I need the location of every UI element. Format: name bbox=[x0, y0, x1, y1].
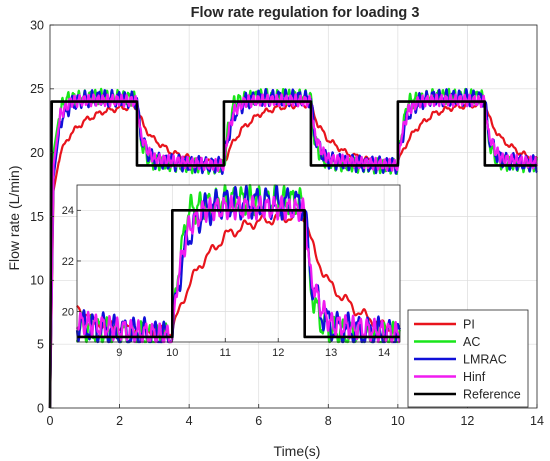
y-tick-label: 20 bbox=[62, 306, 74, 318]
x-axis-label: Time(s) bbox=[274, 443, 321, 459]
inset-x-axis-ticks: 9 10 11 12 13 14 bbox=[116, 338, 390, 359]
y-tick-label: 25 bbox=[30, 82, 44, 96]
x-tick-label: 0 bbox=[47, 414, 54, 428]
x-tick-label: 4 bbox=[186, 414, 193, 428]
legend-label: LMRAC bbox=[463, 353, 507, 367]
legend-label: Reference bbox=[463, 388, 521, 402]
chart-title: Flow rate regulation for loading 3 bbox=[191, 5, 420, 21]
x-tick-label: 6 bbox=[255, 414, 262, 428]
y-tick-label: 20 bbox=[30, 146, 44, 160]
x-tick-label: 14 bbox=[378, 347, 390, 359]
y-tick-label: 15 bbox=[30, 210, 44, 224]
x-tick-label: 13 bbox=[325, 347, 337, 359]
y-tick-label: 0 bbox=[37, 401, 44, 415]
legend-items: PI AC LMRAC Hinf Reference bbox=[414, 318, 521, 402]
series-line-reference bbox=[48, 100, 537, 409]
legend: PI AC LMRAC Hinf Reference bbox=[407, 309, 529, 408]
legend-label: PI bbox=[463, 318, 475, 332]
inset-chart: 9 10 11 12 13 14 20 22 24 bbox=[62, 183, 401, 359]
legend-label: Hinf bbox=[463, 370, 486, 384]
y-tick-label: 30 bbox=[30, 18, 44, 32]
x-tick-label: 2 bbox=[116, 414, 123, 428]
main-y-axis-ticks: 0 5 10 15 20 25 30 bbox=[30, 18, 54, 415]
main-series-group bbox=[48, 87, 539, 409]
x-tick-label: 12 bbox=[460, 414, 474, 428]
inset-plot-frame bbox=[76, 184, 401, 343]
y-tick-label: 24 bbox=[62, 205, 74, 217]
x-tick-label: 12 bbox=[272, 347, 284, 359]
series-line-lmrac bbox=[48, 88, 538, 409]
series-line-hinf bbox=[75, 194, 401, 344]
inset-y-axis-ticks: 20 22 24 bbox=[62, 205, 81, 318]
x-tick-label: 9 bbox=[116, 347, 122, 359]
main-x-axis-ticks: 0 2 4 6 8 10 12 14 bbox=[47, 404, 544, 428]
y-tick-label: 5 bbox=[37, 338, 44, 352]
x-tick-label: 11 bbox=[220, 347, 231, 359]
y-tick-label: 22 bbox=[62, 256, 74, 268]
x-tick-label: 8 bbox=[325, 414, 332, 428]
inset-series-group bbox=[75, 183, 401, 344]
legend-label: AC bbox=[463, 335, 480, 349]
x-tick-label: 14 bbox=[530, 414, 544, 428]
y-tick-label: 10 bbox=[30, 274, 44, 288]
x-tick-label: 10 bbox=[391, 414, 405, 428]
series-line-hinf bbox=[48, 93, 539, 409]
series-line-reference bbox=[77, 209, 400, 339]
x-tick-label: 10 bbox=[166, 347, 178, 359]
y-axis-label: Flow rate (L/min) bbox=[6, 165, 22, 270]
